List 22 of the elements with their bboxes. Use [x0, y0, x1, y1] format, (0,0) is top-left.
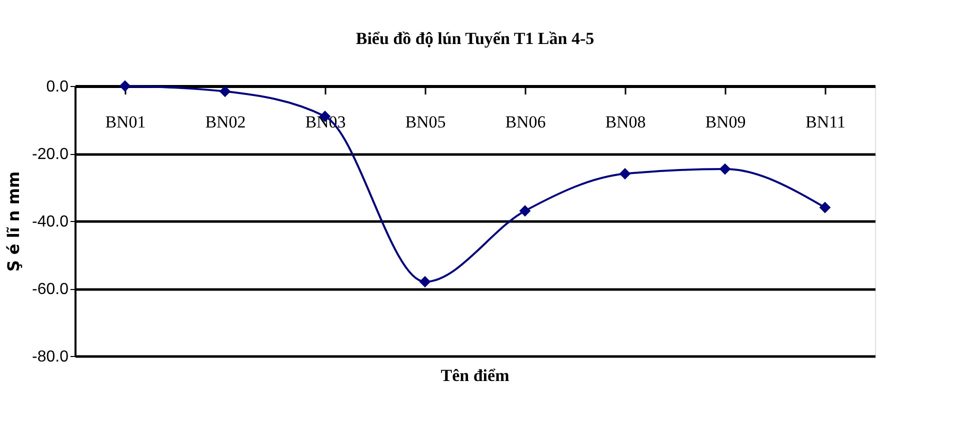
point [519, 205, 531, 217]
y-tick-label: -40.0 [32, 214, 69, 230]
x-tick-label: BN01 [105, 112, 146, 132]
y-tick-label: 0.0 [46, 78, 69, 96]
point [119, 80, 131, 92]
x-tick-label: BN11 [806, 112, 846, 132]
y-tick-label: -60.0 [32, 281, 69, 298]
point [719, 163, 731, 175]
y-tick-label: -80.0 [32, 348, 69, 366]
chart-title: Biểu đồ độ lún Tuyến T1 Lần 4-5 [356, 29, 594, 48]
point [819, 202, 831, 214]
y-axis-title: Ş é lĩ n mm [4, 171, 24, 272]
x-tick-label: BN05 [405, 112, 446, 132]
point [419, 276, 431, 288]
point [619, 168, 631, 180]
x-tick-label: BN02 [205, 112, 246, 132]
y-tick-label: -20.0 [32, 146, 69, 163]
x-tick-label: BN09 [705, 112, 746, 132]
x-tick-label: BN08 [605, 112, 646, 132]
x-tick-label: BN06 [505, 112, 546, 132]
point [219, 86, 231, 98]
x-axis-title: Tên điểm [440, 366, 510, 385]
